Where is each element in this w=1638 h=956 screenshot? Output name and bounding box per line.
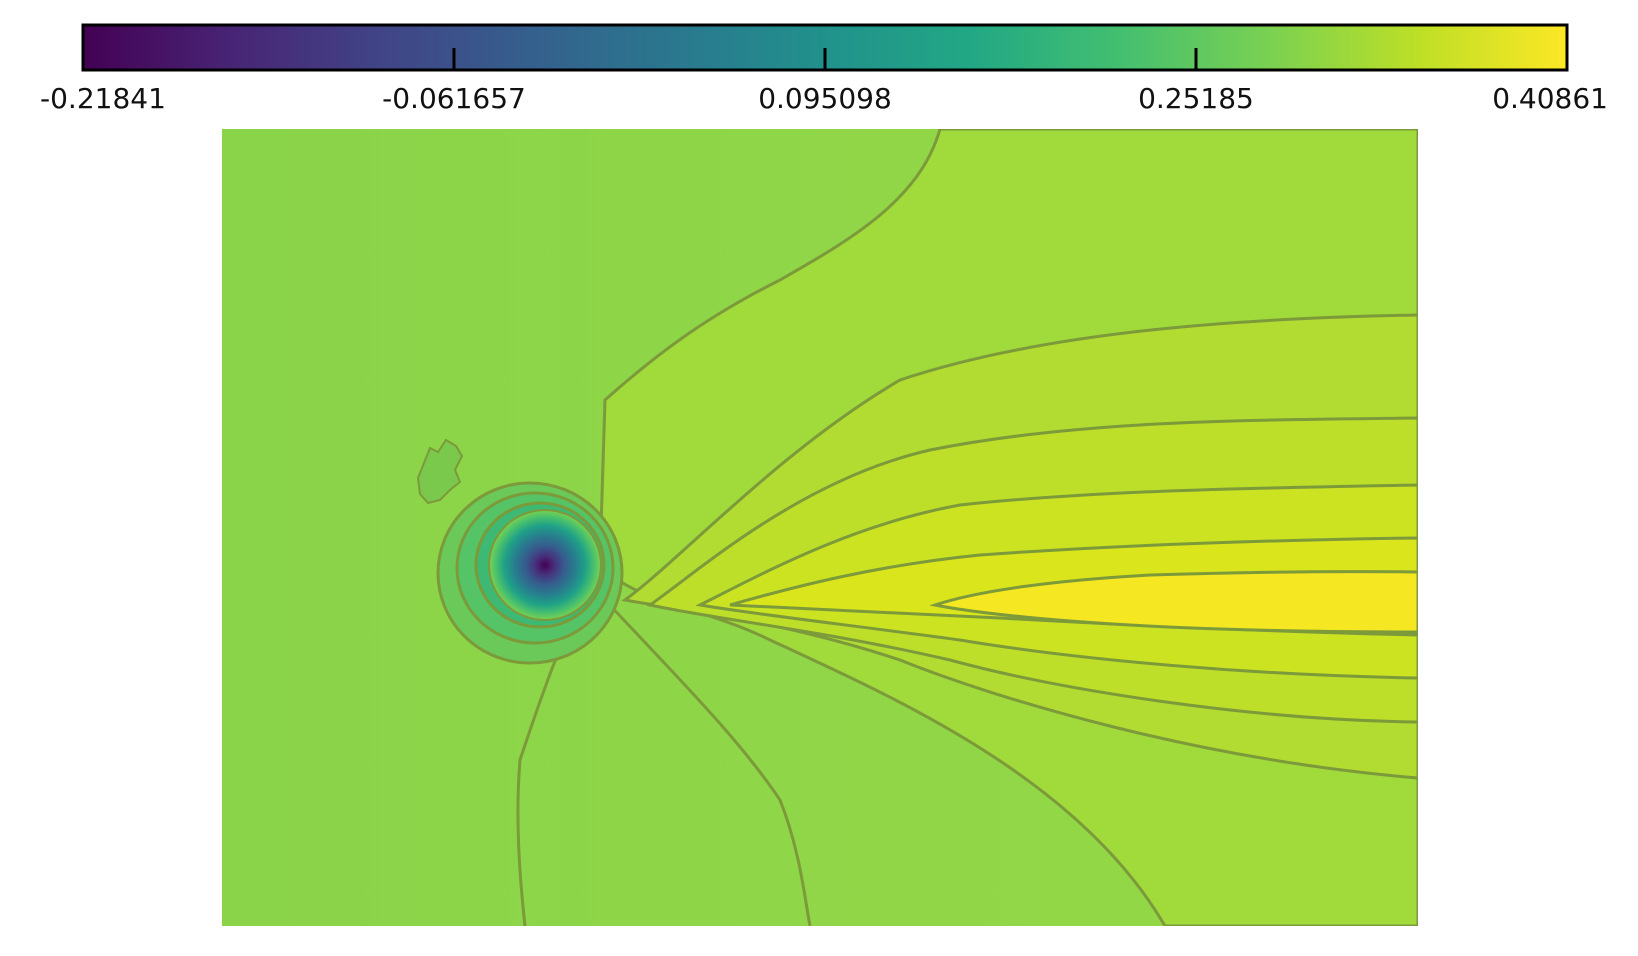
- colorbar-tick-labels: -0.21841 -0.061657 0.095098 0.25185 0.40861: [40, 82, 1608, 115]
- vortex-ring-4: [488, 509, 602, 621]
- colorbar-tick-label: 0.40861: [1492, 82, 1608, 115]
- colorbar-tick-label: -0.061657: [382, 82, 526, 115]
- colorbar: -0.21841 -0.061657 0.095098 0.25185 0.40861: [40, 23, 1608, 115]
- colorbar-tick-label: 0.25185: [1138, 82, 1254, 115]
- contour-line-lower: [603, 598, 812, 926]
- colorbar-tick-label: 0.095098: [758, 82, 892, 115]
- contour-plot-area: [222, 129, 1418, 926]
- contour-band-6: [929, 570, 1418, 634]
- artifact-patch: [416, 438, 464, 505]
- colorbar-tick-label: -0.21841: [40, 82, 166, 115]
- vortex: [436, 481, 624, 665]
- colorbar-ticks: [452, 48, 1198, 70]
